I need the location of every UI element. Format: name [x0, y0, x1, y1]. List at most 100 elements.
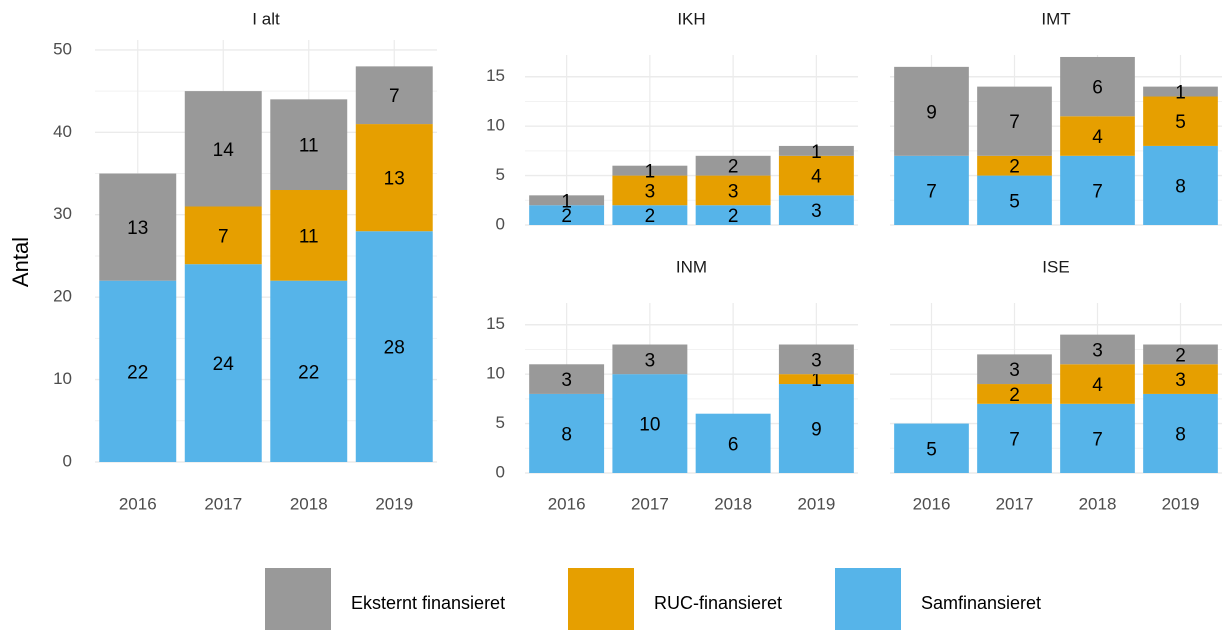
data-label: 24 — [213, 354, 235, 375]
panel-title: I alt — [252, 9, 280, 28]
data-label: 8 — [561, 424, 572, 445]
bar-segment — [1060, 116, 1135, 156]
legend-swatch — [568, 568, 634, 630]
bar-segment — [778, 155, 854, 196]
bar-segment — [184, 206, 262, 265]
y-tick-label: 15 — [486, 314, 505, 333]
x-tick-label: 2019 — [797, 494, 835, 513]
data-label: 22 — [298, 362, 319, 383]
bar-segment — [184, 91, 262, 207]
legend-label: RUC-finansieret — [654, 593, 782, 613]
data-label: 4 — [811, 167, 822, 188]
y-tick-label: 40 — [53, 122, 72, 141]
data-label: 4 — [1092, 127, 1103, 148]
y-tick-label: 0 — [496, 462, 505, 481]
bar-segment — [612, 175, 688, 206]
data-label: 7 — [389, 86, 400, 107]
bar-segment — [1060, 56, 1135, 117]
data-label: 1 — [645, 162, 656, 183]
bar-segment — [529, 364, 605, 394]
legend-label: Eksternt finansieret — [351, 593, 505, 613]
y-tick-label: 15 — [486, 66, 505, 85]
x-tick-label: 2017 — [996, 494, 1034, 513]
x-tick-label: 2017 — [204, 494, 242, 513]
y-tick-label: 0 — [496, 214, 505, 233]
y-tick-label: 10 — [53, 369, 72, 388]
bar-segment — [1060, 155, 1135, 225]
bar-segment — [695, 413, 771, 473]
data-label: 8 — [1175, 424, 1186, 445]
bar-segment — [529, 205, 605, 225]
data-label: 7 — [218, 226, 229, 247]
bar-segment — [270, 99, 348, 191]
data-label: 7 — [1009, 112, 1020, 133]
data-label: 7 — [926, 181, 937, 202]
bar-segment — [1060, 364, 1135, 404]
bar-segment — [977, 403, 1052, 473]
bar-segment — [977, 384, 1052, 404]
bar-segment — [894, 423, 969, 473]
data-label: 5 — [926, 439, 937, 460]
data-label: 6 — [1092, 78, 1103, 99]
data-label: 13 — [384, 169, 405, 190]
data-label: 3 — [1175, 370, 1186, 391]
bar-segment — [1060, 403, 1135, 473]
y-tick-label: 10 — [486, 364, 505, 383]
data-label: 2 — [728, 206, 739, 227]
bar-segment — [695, 175, 771, 206]
bar-segment — [612, 374, 688, 473]
x-tick-label: 2017 — [631, 494, 669, 513]
bar-segment — [529, 393, 605, 473]
bar-segment — [355, 124, 433, 232]
data-label: 5 — [1175, 112, 1186, 133]
legend-label: Samfinansieret — [921, 593, 1041, 613]
bar-segment — [778, 195, 854, 225]
y-tick-label: 0 — [63, 451, 72, 470]
bar-segment — [270, 280, 348, 462]
data-label: 11 — [299, 226, 319, 247]
data-label: 7 — [1009, 429, 1020, 450]
y-tick-label: 20 — [53, 287, 72, 306]
x-tick-label: 2016 — [119, 494, 157, 513]
data-label: 2 — [645, 206, 656, 227]
bar-segment — [184, 264, 262, 462]
bar-segment — [270, 190, 348, 281]
data-label: 14 — [213, 140, 235, 161]
data-label: 2 — [728, 157, 739, 178]
data-label: 3 — [1092, 340, 1103, 361]
data-label: 3 — [645, 181, 656, 202]
data-label: 3 — [811, 350, 822, 371]
data-label: 4 — [1092, 375, 1103, 396]
data-label: 28 — [384, 338, 405, 359]
data-label: 2 — [561, 206, 572, 227]
y-tick-label: 5 — [496, 165, 505, 184]
data-label: 9 — [926, 102, 937, 123]
panel-title: ISE — [1042, 257, 1069, 276]
bar-segment — [977, 155, 1052, 176]
y-tick-label: 10 — [486, 116, 505, 135]
legend-swatch — [265, 568, 331, 630]
data-label: 3 — [645, 350, 656, 371]
data-label: 9 — [811, 420, 822, 441]
data-label: 2 — [1175, 345, 1186, 366]
data-label: 3 — [1009, 360, 1020, 381]
x-tick-label: 2018 — [1079, 494, 1117, 513]
y-tick-label: 50 — [53, 39, 72, 58]
bar-segment — [99, 173, 177, 281]
data-label: 1 — [811, 142, 822, 163]
data-label: 1 — [561, 191, 572, 212]
bar-segment — [1143, 393, 1218, 473]
data-label: 1 — [811, 370, 822, 391]
bar-segment — [894, 66, 969, 156]
data-label: 7 — [1092, 181, 1103, 202]
bar-segment — [778, 384, 854, 473]
panel-title: INM — [676, 257, 707, 276]
data-label: 5 — [1009, 191, 1020, 212]
bar-segment — [1143, 86, 1218, 97]
bar-segment — [1060, 334, 1135, 365]
x-tick-label: 2016 — [548, 494, 586, 513]
data-label: 11 — [299, 136, 319, 157]
data-label: 2 — [1009, 157, 1020, 178]
x-tick-label: 2016 — [913, 494, 951, 513]
